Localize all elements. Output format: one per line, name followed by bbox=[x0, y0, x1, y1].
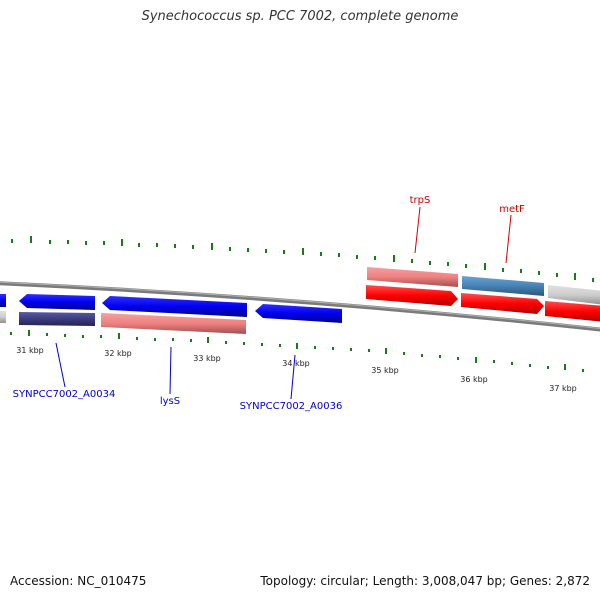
gene-label-lysS: lysS bbox=[160, 396, 180, 407]
gene-box bbox=[548, 285, 600, 305]
gene-label-metF: metF bbox=[499, 204, 525, 215]
accession-text: Accession: NC_010475 bbox=[10, 574, 147, 588]
outer-ticks bbox=[11, 236, 594, 282]
inner-ticks bbox=[10, 330, 584, 372]
gene-arrow-forward bbox=[545, 301, 600, 322]
gene-arrow-reverse bbox=[0, 294, 6, 307]
inner-track-genes bbox=[0, 311, 246, 334]
gene-box bbox=[462, 276, 544, 296]
map-title: Synechococcus sp. PCC 7002, complete gen… bbox=[141, 9, 459, 24]
gene-arrow-forward bbox=[366, 285, 458, 306]
gene-box bbox=[19, 312, 95, 326]
tick-label-36: 36 kbp bbox=[460, 375, 488, 384]
scale-labels: 31 kbp 32 kbp 33 kbp 34 kbp 35 kbp 36 kb… bbox=[16, 346, 577, 393]
reverse-strand-genes bbox=[0, 294, 342, 323]
genome-backbone bbox=[0, 281, 600, 332]
forward-strand-genes bbox=[366, 267, 600, 322]
gene-labels: trpS metF SYNPCC7002_A0034 lysS SYNPCC70… bbox=[13, 195, 525, 412]
tick-label-32: 32 kbp bbox=[104, 349, 132, 358]
gene-label-trpS: trpS bbox=[410, 195, 431, 206]
gene-arrow-reverse bbox=[255, 304, 342, 323]
tick-label-31: 31 kbp bbox=[16, 346, 44, 355]
label-leaders bbox=[55, 206, 512, 400]
gene-box bbox=[367, 267, 458, 287]
tick-label-33: 33 kbp bbox=[193, 354, 221, 363]
genome-summary-text: Topology: circular; Length: 3,008,047 bp… bbox=[260, 574, 590, 588]
gene-box bbox=[0, 311, 6, 323]
gene-label-A0034: SYNPCC7002_A0034 bbox=[13, 389, 116, 400]
genome-backbone-highlight bbox=[0, 281, 600, 329]
gene-arrow-reverse bbox=[19, 294, 95, 310]
gene-arrow-forward bbox=[461, 293, 544, 314]
gene-label-A0036: SYNPCC7002_A0036 bbox=[240, 401, 343, 412]
tick-label-34: 34 kbp bbox=[282, 359, 310, 368]
gene-arrow-reverse bbox=[102, 296, 247, 317]
tick-label-37: 37 kbp bbox=[549, 384, 577, 393]
gene-box bbox=[101, 313, 246, 334]
tick-label-35: 35 kbp bbox=[371, 366, 399, 375]
